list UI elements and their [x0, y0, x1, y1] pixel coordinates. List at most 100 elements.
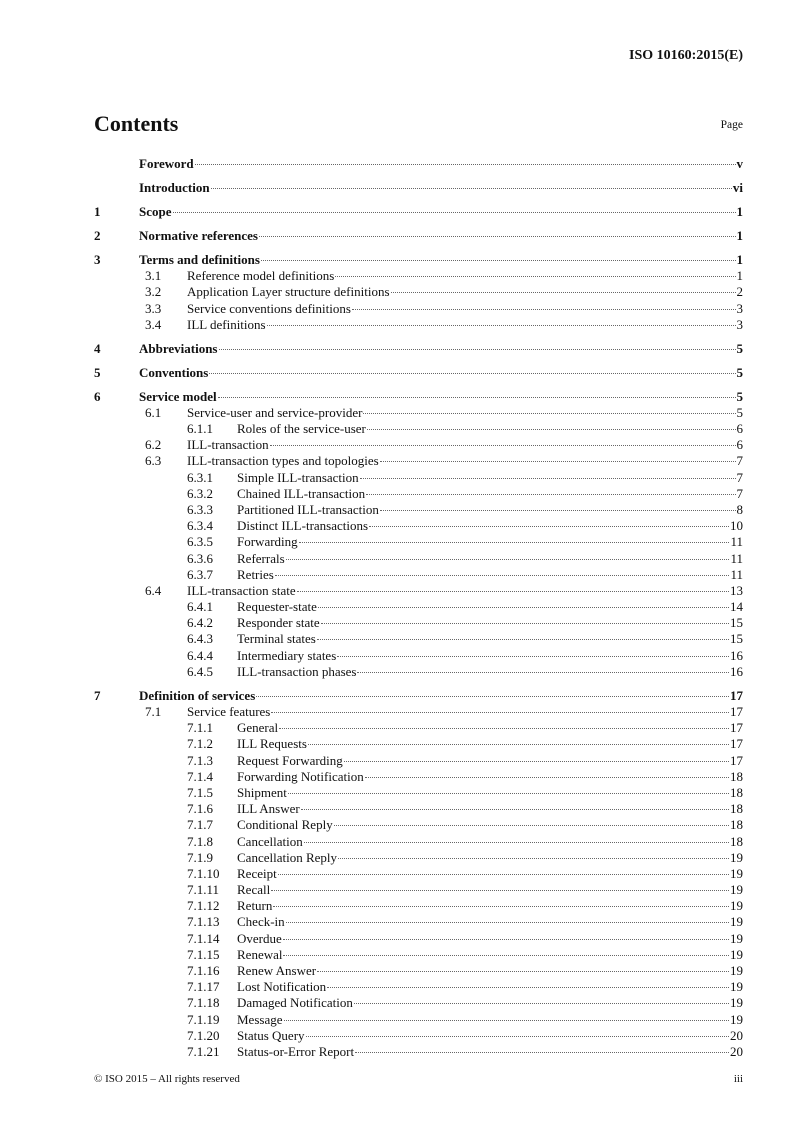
toc-entry-title: ILL definitions [187, 316, 266, 332]
toc-entry[interactable]: 6.4.3 Terminal states 15 [94, 631, 743, 647]
toc-entry-number: 7.1.20 [187, 1027, 220, 1043]
toc-entry-page: 5 [736, 364, 744, 380]
toc-entry-number: 7.1.9 [187, 849, 213, 865]
toc-entry[interactable]: 6.4.1 Requester-state 14 [94, 599, 743, 615]
toc-entry-page: 1 [736, 251, 744, 267]
toc-entry-page: 14 [730, 599, 743, 615]
toc-entry-title: Responder state [237, 615, 320, 631]
toc-entry[interactable]: 6.4.5 ILL-transaction phases 16 [94, 664, 743, 680]
toc-entry[interactable]: 6.3.6 Referrals 11 [94, 551, 743, 567]
footer-page-number: iii [733, 1073, 743, 1085]
toc-entry-page: 1 [736, 268, 744, 284]
dot-leader [259, 235, 736, 237]
toc-entry-title: Message [237, 1011, 283, 1027]
toc-entry-title: Partitioned ILL-transaction [237, 501, 379, 517]
toc-entry-page: 13 [730, 582, 743, 598]
toc-entry-number: 3.1 [145, 268, 162, 284]
toc-entry[interactable]: 6.3.3 Partitioned ILL-transaction 8 [94, 502, 743, 518]
toc-entry[interactable]: 7.1.14 Overdue 19 [94, 931, 743, 947]
toc-entry[interactable]: 3.3 Service conventions definitions 3 [94, 301, 743, 317]
toc-entry-number: 5 [94, 364, 101, 380]
toc-entry[interactable]: 7.1.7 Conditional Reply 18 [94, 817, 743, 833]
toc-entry[interactable]: 6.3.2 Chained ILL-transaction 7 [94, 486, 743, 502]
toc-entry-number: 4 [94, 340, 101, 356]
toc-entry[interactable]: 7.1 Service features 17 [94, 704, 743, 720]
toc-entry-page: 6 [736, 421, 744, 437]
toc-entry[interactable]: 3.4 ILL definitions 3 [94, 317, 743, 333]
toc-entry[interactable]: 7.1.21 Status-or-Error Report 20 [94, 1044, 743, 1060]
toc-entry[interactable]: Introduction vi [94, 180, 743, 196]
toc-entry[interactable]: 7.1.16 Renew Answer 19 [94, 963, 743, 979]
dot-leader [317, 971, 729, 972]
toc-entry[interactable]: 6 Service model 5 [94, 389, 743, 405]
toc-entry[interactable]: 2 Normative references 1 [94, 228, 743, 244]
toc-entry-title: Terms and definitions [139, 251, 260, 267]
toc-entry[interactable]: 6.3.7 Retries 11 [94, 567, 743, 583]
toc-entry-page: 17 [730, 720, 743, 736]
toc-entry[interactable]: 7.1.4 Forwarding Notification 18 [94, 769, 743, 785]
toc-entry-page: 3 [736, 300, 744, 316]
dot-leader [379, 509, 736, 511]
toc-entry-title: Cancellation Reply [237, 849, 338, 865]
toc-entry-title: Forwarding Notification [237, 768, 364, 784]
toc-entry[interactable]: 7.1.5 Shipment 18 [94, 785, 743, 801]
dot-leader [285, 922, 729, 924]
toc-entry[interactable]: 5 Conventions 5 [94, 365, 743, 381]
dot-leader [343, 760, 729, 762]
toc-entry[interactable]: 1 Scope 1 [94, 204, 743, 220]
toc-entry[interactable]: 7.1.9 Cancellation Reply 19 [94, 850, 743, 866]
toc-entry[interactable]: 7.1.6 ILL Answer 18 [94, 801, 743, 817]
dot-leader [283, 954, 729, 956]
toc-entry[interactable]: 7.1.10 Receipt 19 [94, 866, 743, 882]
toc-entry-number: 1 [94, 203, 101, 219]
toc-entry[interactable]: 7.1.3 Request Forwarding 17 [94, 753, 743, 769]
dot-leader [277, 873, 729, 875]
toc-entry-number: 6.3.3 [187, 501, 213, 517]
toc-entry[interactable]: 6.2 ILL-transaction 6 [94, 437, 743, 453]
toc-entry[interactable]: 6.3.5 Forwarding 11 [94, 534, 743, 550]
toc-entry[interactable]: 3 Terms and definitions 1 [94, 252, 743, 268]
toc-entry[interactable]: 6.1 Service-user and service-provider 5 [94, 405, 743, 421]
dot-leader [307, 744, 729, 746]
toc-entry-title: Lost Notification [237, 979, 327, 995]
toc-entry-number: 7.1.8 [187, 833, 213, 849]
dot-leader [273, 906, 729, 908]
dot-leader [296, 590, 729, 592]
toc-entry-title: Recall [237, 882, 271, 898]
toc-entry[interactable]: Foreword v [94, 156, 743, 172]
toc-entry[interactable]: 7.1.1 General 17 [94, 720, 743, 736]
toc-entry-page: 17 [730, 704, 743, 719]
toc-entry[interactable]: 7.1.8 Cancellation 18 [94, 834, 743, 850]
toc-entry[interactable]: 7.1.20 Status Query 20 [94, 1028, 743, 1044]
toc-entry-title: Cancellation [237, 833, 303, 849]
dot-leader [274, 574, 730, 576]
toc-entry[interactable]: 7.1.15 Renewal 19 [94, 947, 743, 963]
toc-entry[interactable]: 7.1.18 Damaged Notification 19 [94, 995, 743, 1011]
toc-entry[interactable]: 7 Definition of services 17 [94, 688, 743, 704]
toc-entry[interactable]: 3.1 Reference model definitions 1 [94, 268, 743, 284]
dot-leader [305, 1035, 729, 1037]
toc-entry[interactable]: 7.1.2 ILL Requests 17 [94, 736, 743, 752]
toc-entry-number: 6.4.4 [187, 647, 213, 663]
toc-entry[interactable]: 6.4.4 Intermediary states 16 [94, 648, 743, 664]
dot-leader [353, 1003, 729, 1005]
toc-entry[interactable]: 7.1.12 Return 19 [94, 898, 743, 914]
toc-entry-page: 5 [736, 404, 744, 420]
toc-entry[interactable]: 7.1.13 Check-in 19 [94, 914, 743, 930]
toc-entry[interactable]: 6.3.4 Distinct ILL-transactions 10 [94, 518, 743, 534]
toc-entry[interactable]: 7.1.17 Lost Notification 19 [94, 979, 743, 995]
toc-entry-title: Receipt [237, 865, 277, 881]
toc-entry[interactable]: 6.3 ILL-transaction types and topologies 7 [94, 453, 743, 469]
toc-entry[interactable]: 3.2 Application Layer structure definitio… [94, 284, 743, 300]
toc-entry[interactable]: 6.3.1 Simple ILL-transaction 7 [94, 470, 743, 486]
dot-leader [279, 728, 729, 730]
toc-entry-number: 7.1.2 [187, 736, 213, 752]
toc-entry-number: 7.1.3 [187, 752, 213, 768]
toc-entry[interactable]: 7.1.11 Recall 19 [94, 882, 743, 898]
toc-entry[interactable]: 4 Abbreviations 5 [94, 341, 743, 357]
toc-entry[interactable]: 6.1.1 Roles of the service-user 6 [94, 421, 743, 437]
toc-entry[interactable]: 6.4.2 Responder state 15 [94, 615, 743, 631]
toc-entry[interactable]: 6.4 ILL-transaction state 13 [94, 583, 743, 599]
toc-entry-number: 2 [94, 227, 101, 243]
toc-entry[interactable]: 7.1.19 Message 19 [94, 1012, 743, 1028]
